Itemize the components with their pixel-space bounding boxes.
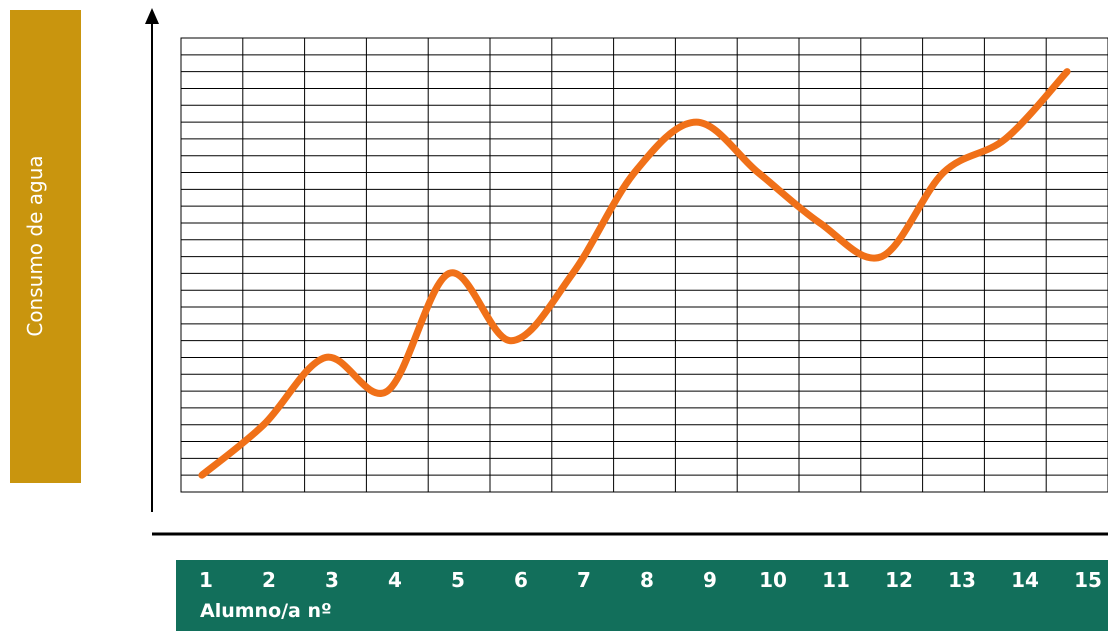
grid-frame <box>180 37 1108 493</box>
series-line <box>198 68 1071 479</box>
chart-series <box>198 68 1071 479</box>
x-tick-label: 14 <box>1011 568 1039 592</box>
x-tick-label: 5 <box>451 568 465 592</box>
line-chart <box>145 8 1108 536</box>
y-axis-arrowhead <box>145 8 159 24</box>
x-axis-label-bar: 1 2 3 4 5 6 7 8 9 10 11 12 13 14 15 Alumno/a nº <box>176 560 1108 631</box>
x-tick-label: 4 <box>388 568 402 592</box>
x-tick-label: 8 <box>640 568 654 592</box>
x-tick-label: 15 <box>1074 568 1102 592</box>
x-tick-label: 12 <box>885 568 913 592</box>
y-axis-label-box <box>10 10 81 483</box>
x-tick-label: 9 <box>703 568 717 592</box>
x-tick-label: 6 <box>514 568 528 592</box>
chart-grid <box>180 37 1108 493</box>
x-tick-labels: 1 2 3 4 5 6 7 8 9 10 11 12 13 14 15 <box>176 568 1108 594</box>
x-tick-label: 3 <box>325 568 339 592</box>
chart-axes <box>145 8 1108 536</box>
x-tick-label: 2 <box>262 568 276 592</box>
x-tick-label: 1 <box>199 568 213 592</box>
x-tick-label: 13 <box>948 568 976 592</box>
x-axis-label: Alumno/a nº <box>200 600 332 622</box>
x-tick-label: 11 <box>822 568 850 592</box>
x-tick-label: 7 <box>577 568 591 592</box>
x-tick-label: 10 <box>759 568 787 592</box>
